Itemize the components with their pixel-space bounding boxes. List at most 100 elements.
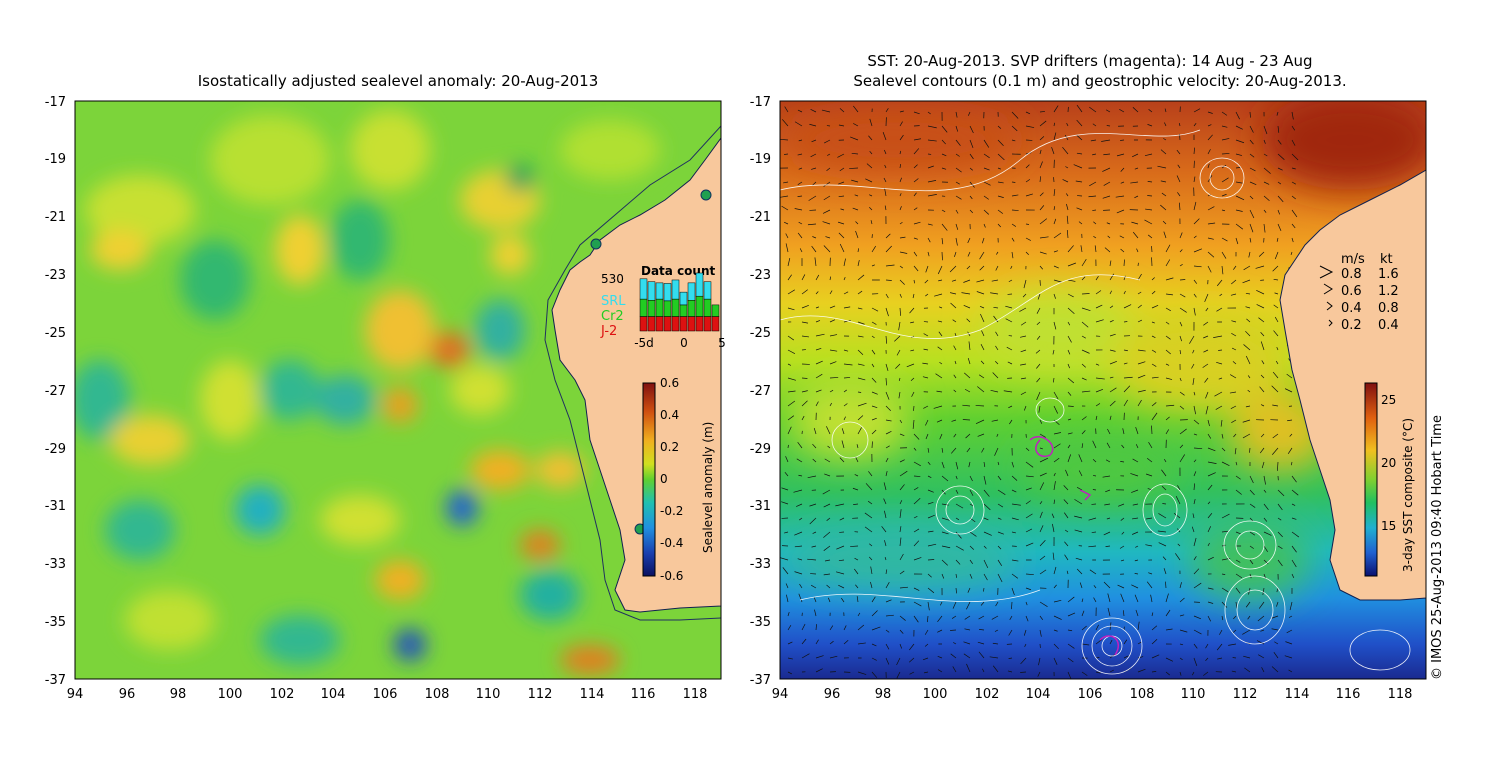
velocity-arrow	[1260, 332, 1265, 337]
velocity-arrow	[1147, 124, 1153, 127]
count-bar-cr2	[695, 295, 704, 317]
velocity-arrow	[854, 568, 859, 575]
velocity-arrow	[838, 124, 845, 127]
velocity-arrow	[1137, 361, 1146, 365]
velocity-arrow	[1163, 138, 1167, 141]
velocity-arrow	[885, 245, 892, 253]
velocity-arrow	[1221, 153, 1230, 155]
velocity-arrow	[799, 583, 803, 589]
velocity-arrow	[1207, 542, 1210, 547]
velocity-arrow	[1291, 195, 1296, 200]
count-bar-cr2	[679, 304, 688, 317]
velocity-arrow	[1076, 104, 1083, 113]
velocity-arrow	[1193, 123, 1197, 127]
velocity-arrow	[969, 559, 974, 565]
velocity-arrow	[955, 181, 960, 185]
velocity-arrow	[857, 260, 860, 267]
velocity-arrow	[1221, 164, 1227, 169]
count-bar-cr2	[663, 300, 672, 317]
velocity-arrow	[1020, 363, 1027, 366]
velocity-arrow	[898, 321, 901, 331]
velocity-arrow	[1164, 459, 1167, 463]
velocity-arrow	[787, 289, 795, 295]
velocity-arrow	[899, 553, 904, 561]
velocity-arrow	[884, 187, 887, 197]
legend-header-ms: m/s	[1341, 252, 1365, 267]
velocity-arrow	[1067, 596, 1075, 603]
left-map-frame	[74, 100, 722, 680]
velocity-arrow	[1074, 515, 1083, 519]
velocity-arrow	[1039, 472, 1047, 477]
velocity-arrow	[801, 335, 810, 338]
velocity-arrow	[853, 503, 859, 505]
velocity-arrow	[1274, 292, 1279, 295]
sat-label-j2: J-2	[600, 324, 617, 339]
velocity-arrow	[1020, 321, 1027, 326]
velocity-arrow	[1245, 306, 1251, 309]
velocity-arrow	[1095, 304, 1103, 309]
velocity-arrow	[1249, 139, 1254, 145]
velocity-arrow	[1255, 265, 1265, 269]
velocity-arrow	[1081, 643, 1090, 646]
velocity-arrow	[1179, 657, 1183, 661]
velocity-arrow	[1249, 237, 1252, 243]
velocity-arrow	[1151, 290, 1156, 295]
velocity-arrow	[927, 461, 931, 465]
velocity-arrow	[953, 642, 957, 645]
velocity-arrow	[1118, 503, 1125, 507]
velocity-arrow	[1023, 405, 1027, 411]
sla-tick: -0.6	[660, 569, 683, 583]
velocity-arrow	[1023, 629, 1027, 636]
velocity-arrow	[1039, 419, 1043, 424]
velocity-arrow	[937, 320, 943, 323]
velocity-arrow	[1151, 376, 1159, 379]
velocity-arrow	[837, 153, 845, 158]
velocity-arrow	[1095, 624, 1099, 631]
count-bar-j2	[703, 316, 712, 332]
velocity-arrow	[1132, 107, 1139, 113]
velocity-arrow	[895, 363, 901, 369]
velocity-arrow	[976, 279, 985, 283]
velocity-arrow	[1175, 496, 1181, 505]
velocity-arrow	[922, 657, 929, 661]
velocity-arrow	[1179, 307, 1187, 313]
velocity-arrow	[1165, 321, 1170, 325]
velocity-arrow	[1249, 489, 1255, 496]
velocity-arrow	[850, 136, 859, 141]
velocity-arrow	[1291, 111, 1294, 120]
lat-tick: -17	[750, 95, 771, 110]
velocity-arrow	[913, 587, 920, 591]
velocity-arrow	[843, 291, 849, 295]
velocity-arrow	[1121, 531, 1125, 535]
velocity-arrow	[1037, 671, 1041, 677]
velocity-arrow	[1256, 290, 1265, 295]
velocity-arrow	[794, 571, 803, 575]
velocity-arrow	[1249, 531, 1256, 536]
velocity-arrow	[1207, 433, 1212, 439]
velocity-arrow	[1165, 244, 1171, 253]
velocity-arrow	[1039, 511, 1043, 519]
velocity-arrow	[969, 489, 974, 496]
velocity-arrow	[1090, 139, 1097, 142]
velocity-arrow	[1095, 657, 1100, 659]
velocity-arrow	[855, 221, 859, 225]
velocity-arrow	[885, 431, 892, 435]
velocity-arrow	[952, 601, 957, 609]
velocity-arrow	[794, 121, 803, 127]
velocity-arrow	[1067, 657, 1074, 663]
velocity-arrow	[983, 223, 986, 228]
velocity-arrow	[801, 274, 806, 281]
velocity-arrow	[815, 668, 823, 673]
velocity-arrow	[1179, 428, 1187, 435]
velocity-arrow	[829, 377, 839, 379]
velocity-arrow	[1219, 629, 1223, 635]
velocity-arrow	[941, 209, 946, 213]
velocity-arrow	[1192, 377, 1195, 386]
velocity-arrow	[780, 138, 789, 141]
velocity-arrow	[1036, 321, 1041, 326]
velocity-arrow	[1067, 307, 1075, 315]
velocity-arrow	[1286, 373, 1293, 379]
velocity-arrow	[1137, 656, 1144, 659]
count-bar-srl	[687, 282, 696, 301]
velocity-arrow	[1274, 641, 1279, 645]
